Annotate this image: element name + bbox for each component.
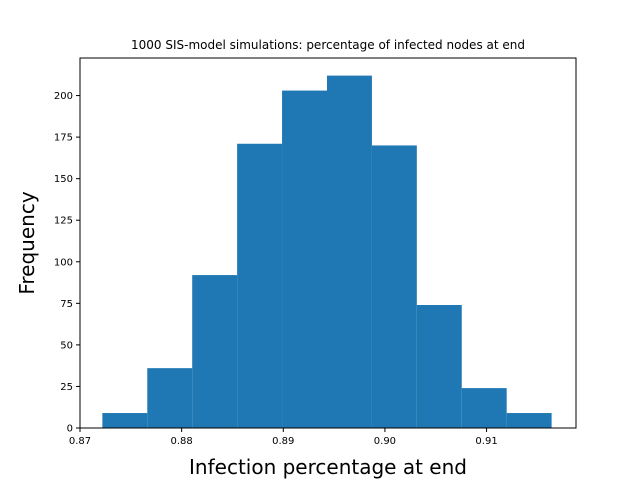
- histogram-bar: [371, 145, 417, 429]
- y-tick-label: 175: [54, 133, 73, 144]
- x-tick-label: 0.89: [272, 436, 294, 447]
- y-tick-label: 25: [60, 382, 73, 393]
- y-tick-label: 0: [67, 424, 73, 435]
- y-axis-label: Frequency: [15, 191, 39, 294]
- y-tick-label: 100: [54, 257, 73, 268]
- x-tick-label: 0.90: [374, 436, 396, 447]
- histogram-bar: [506, 413, 552, 428]
- bars-group: [102, 75, 552, 429]
- histogram-bar: [192, 275, 238, 428]
- x-tick-label: 0.88: [171, 436, 193, 447]
- y-tick-label: 200: [54, 91, 73, 102]
- histogram-bar: [282, 90, 327, 428]
- y-tick-label: 50: [60, 340, 73, 351]
- y-tick-label: 150: [54, 174, 73, 185]
- y-tick-label: 75: [60, 299, 73, 310]
- histogram-bar: [416, 304, 462, 428]
- histogram-bar: [461, 388, 507, 428]
- x-axis-ticks: 0.87 0.88 0.89 0.90 0.91: [69, 428, 498, 447]
- histogram-bar: [326, 75, 372, 428]
- histogram-bar: [102, 413, 148, 428]
- x-tick-label: 0.91: [475, 436, 497, 447]
- y-tick-label: 125: [54, 216, 73, 227]
- x-axis-label: Infection percentage at end: [189, 455, 467, 479]
- histogram-bar: [147, 368, 193, 428]
- x-tick-label: 0.87: [69, 436, 91, 447]
- plot-frame: [79, 57, 577, 429]
- histogram-bar: [237, 143, 283, 428]
- chart-title: 1000 SIS-model simulations: percentage o…: [131, 38, 525, 52]
- y-axis-ticks: 0 25 50 75 100 125 150 175 200: [54, 91, 80, 435]
